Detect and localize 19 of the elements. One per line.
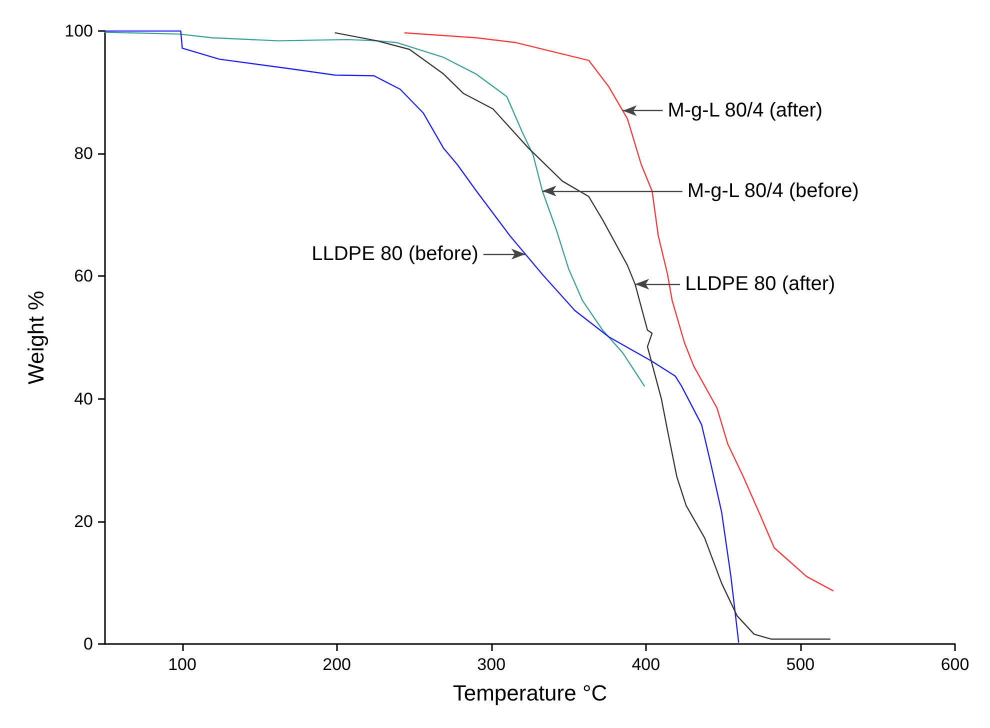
annotation: LLDPE 80 (after) (685, 273, 836, 296)
y-tick-label: 40 (74, 389, 93, 408)
x-tick-label: 200 (322, 655, 352, 674)
y-tick-label: 100 (64, 22, 93, 40)
annotation: M-g-L 80/4 (after) (668, 100, 823, 122)
annotation: LLDPE 80 (before) (312, 243, 478, 266)
x-tick-label: 300 (477, 655, 506, 674)
x-tick-label: 100 (168, 655, 196, 674)
x-axis-title: Temperature °C (452, 680, 608, 706)
y-tick-label: 0 (84, 634, 93, 654)
y-axis-title: Weight % (24, 290, 48, 384)
x-tick-label: 600 (940, 655, 970, 674)
x-tick-label: 400 (632, 655, 660, 674)
y-tick-label: 20 (74, 512, 93, 531)
y-tick-label: 60 (74, 266, 93, 286)
line-series (104, 32, 645, 387)
x-tick-label: 500 (786, 655, 815, 674)
y-tick-label: 80 (74, 144, 93, 164)
annotation: M-g-L 80/4 (before) (687, 180, 859, 202)
